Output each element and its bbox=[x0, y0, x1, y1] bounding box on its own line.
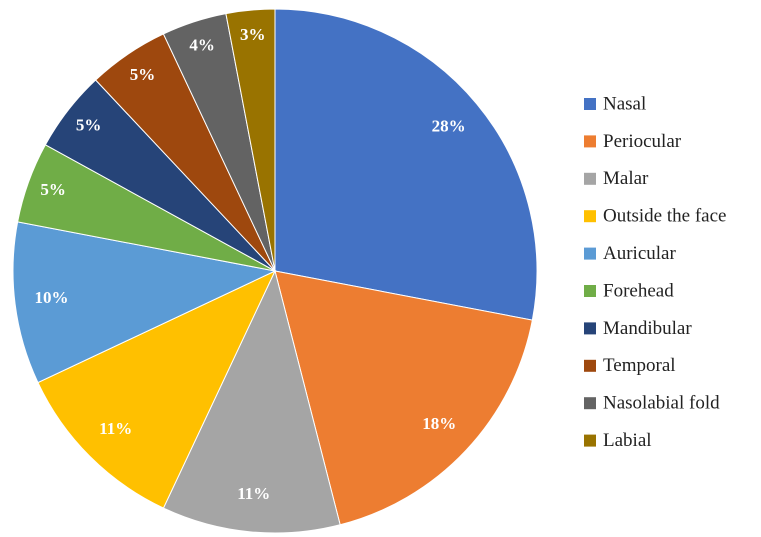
legend-label: Auricular bbox=[603, 243, 676, 264]
pie-slice bbox=[162, 269, 341, 534]
legend-marker bbox=[584, 397, 596, 410]
legend-marker bbox=[584, 359, 596, 372]
pie-slice bbox=[225, 8, 276, 272]
legend-marker bbox=[584, 98, 596, 110]
data-label: 28% bbox=[432, 116, 466, 135]
pie-slice bbox=[37, 269, 277, 509]
data-label: 4% bbox=[189, 36, 215, 55]
pie-slice bbox=[274, 270, 533, 526]
data-label: 11% bbox=[237, 484, 270, 503]
legend-label: Nasal bbox=[603, 93, 646, 114]
legend-marker bbox=[584, 135, 596, 148]
pie-slice bbox=[12, 221, 277, 384]
data-label: 10% bbox=[34, 288, 68, 307]
legend-marker bbox=[584, 210, 596, 223]
pie-slice bbox=[274, 8, 538, 321]
legend-label: Malar bbox=[603, 168, 649, 189]
legend-label: Mandibular bbox=[603, 318, 692, 339]
legend-marker bbox=[584, 322, 596, 335]
legend-label: Nasolabial fold bbox=[603, 393, 720, 414]
data-label: 5% bbox=[76, 115, 102, 134]
data-label: 5% bbox=[130, 65, 156, 84]
legend-label: Temporal bbox=[603, 355, 676, 376]
data-label: 18% bbox=[422, 414, 456, 433]
legend-label: Periocular bbox=[603, 131, 682, 152]
legend-label: Outside the face bbox=[603, 206, 726, 227]
legend-marker bbox=[584, 172, 596, 185]
data-label: 3% bbox=[240, 25, 266, 44]
legend-marker bbox=[584, 285, 596, 297]
legend-marker bbox=[584, 247, 596, 260]
data-label: 5% bbox=[40, 180, 66, 199]
legend-label: Forehead bbox=[603, 280, 674, 301]
legend-marker bbox=[584, 434, 596, 447]
data-label: 11% bbox=[99, 419, 132, 438]
legend-label: Labial bbox=[603, 430, 652, 451]
